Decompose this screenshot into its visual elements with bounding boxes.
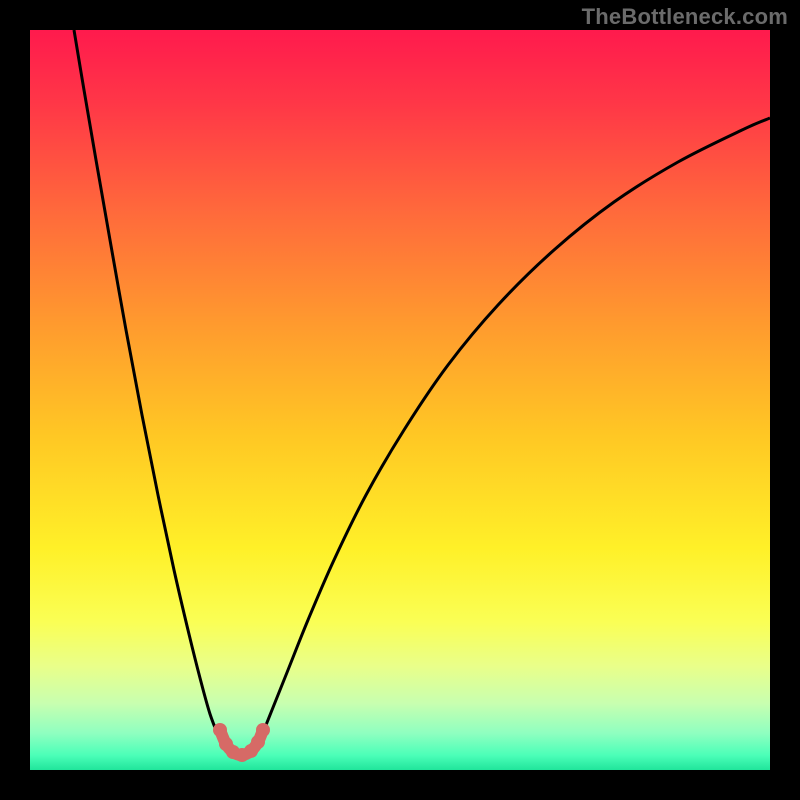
bottleneck-curve [30, 30, 770, 770]
chart-frame: TheBottleneck.com [0, 0, 800, 800]
trough-marker [213, 723, 270, 762]
curve-right-branch [260, 118, 770, 740]
curve-left-branch [74, 30, 220, 740]
watermark-text: TheBottleneck.com [582, 4, 788, 30]
plot-area [30, 30, 770, 770]
